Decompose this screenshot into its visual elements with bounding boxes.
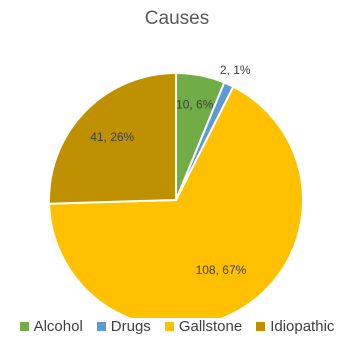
pie-chart: 10, 6% 2, 1% 108, 67% 41, 26% [48, 63, 304, 318]
pie-slice-gallstone [48, 85, 304, 318]
legend-label-alcohol: Alcohol [33, 318, 83, 335]
chart-title: Causes [144, 8, 210, 29]
data-label-alcohol: 10, 6% [176, 97, 214, 111]
legend-item-drugs: Drugs [96, 318, 151, 335]
legend-label-idiopathic: Idiopathic [270, 318, 335, 335]
legend-swatch-gallstone [164, 322, 174, 331]
legend-item-alcohol: Alcohol [19, 318, 83, 335]
legend-label-gallstone: Gallstone [178, 318, 243, 335]
data-label-drugs: 2, 1% [220, 63, 251, 77]
legend: Alcohol Drugs Gallstone Idiopathic [0, 318, 354, 335]
legend-swatch-drugs [96, 322, 106, 331]
legend-item-gallstone: Gallstone [164, 318, 243, 335]
data-label-gallstone: 108, 67% [196, 263, 247, 277]
legend-swatch-idiopathic [256, 322, 266, 331]
legend-item-idiopathic: Idiopathic [256, 318, 334, 335]
pie-slice-idiopathic [48, 71, 177, 205]
data-label-idiopathic: 41, 26% [90, 130, 134, 144]
legend-swatch-alcohol [19, 322, 29, 331]
legend-label-drugs: Drugs [110, 318, 151, 335]
